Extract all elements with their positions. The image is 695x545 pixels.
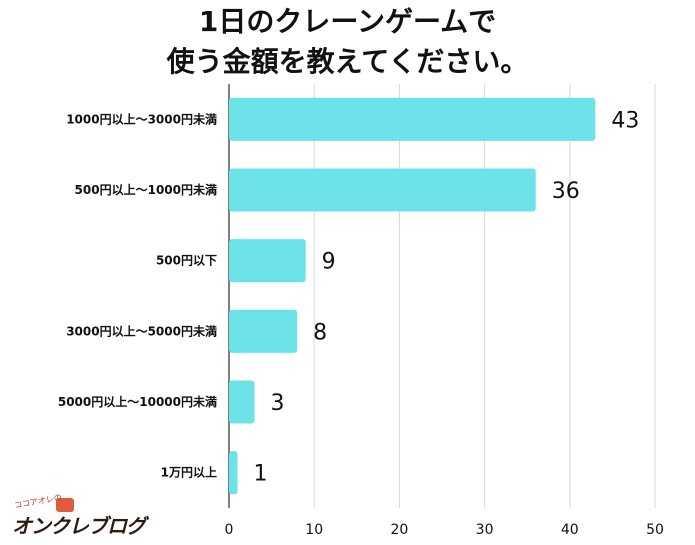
x-tick-label: 10 <box>305 522 323 538</box>
chart-title-line-2: 使う金額を教えてください。 <box>166 45 529 78</box>
x-tick-label: 40 <box>561 522 579 538</box>
category-label: 3000円以上～5000円未満 <box>66 323 217 338</box>
logo-main-text: オンクレブログ <box>12 514 146 538</box>
x-tick-label: 20 <box>390 522 408 538</box>
robot-head-icon <box>56 498 74 512</box>
data-label: 3 <box>271 391 285 416</box>
category-label: 1万円以上 <box>161 465 217 480</box>
x-tick-label: 50 <box>646 522 664 538</box>
bar <box>229 380 255 424</box>
data-label: 1 <box>254 462 268 487</box>
data-label: 8 <box>313 320 327 345</box>
bar <box>229 451 238 495</box>
data-label: 36 <box>552 179 580 204</box>
category-label: 1000円以上～3000円未満 <box>66 111 217 126</box>
bar <box>229 97 596 141</box>
bar <box>229 168 536 212</box>
category-label: 5000円以上～10000円未満 <box>58 394 217 409</box>
category-label: 500円以下 <box>156 254 217 268</box>
bar <box>229 239 306 283</box>
chart-title-line-1: 1日のクレーンゲームで <box>198 5 497 38</box>
blog-logo: ココアオレの オンクレブログ <box>6 493 166 542</box>
data-label: 9 <box>322 250 336 275</box>
category-label: 500円以上～1000円未満 <box>75 182 217 197</box>
x-tick-label: 30 <box>476 522 494 538</box>
data-label: 43 <box>611 108 639 133</box>
bar <box>229 309 298 353</box>
x-tick-label: 0 <box>225 522 234 538</box>
